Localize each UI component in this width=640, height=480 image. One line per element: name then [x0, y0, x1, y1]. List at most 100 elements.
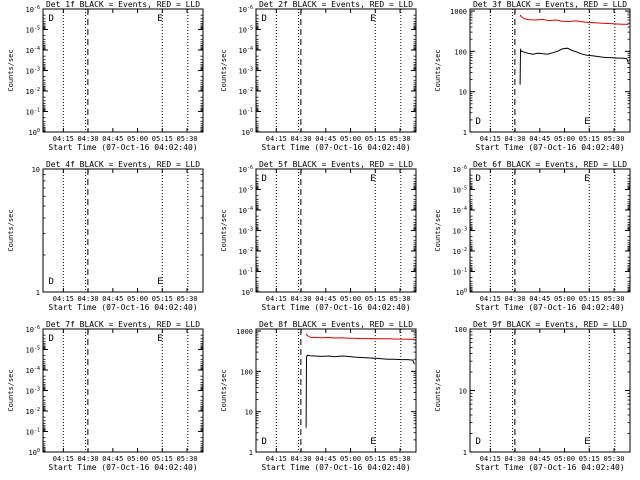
x-tick-label: 05:30 [390, 295, 411, 303]
y-tick-label: 10 [245, 409, 253, 417]
y-axis-label: Counts/sec [7, 369, 15, 411]
y-tick-label: 10-4 [239, 206, 253, 215]
plot-frame [42, 8, 204, 133]
marker-letter: D [475, 174, 480, 184]
y-tick-label: 10-1 [26, 108, 40, 117]
marker-letter: D [475, 117, 480, 127]
marker-letter: D [261, 14, 266, 24]
y-tick-label: 100 [242, 288, 253, 297]
x-tick-label: 04:15 [266, 295, 287, 303]
y-tick-label: 10-5 [26, 346, 40, 355]
panel-title: Det 4f BLACK = Events, RED = LLD [46, 160, 200, 169]
y-axis-label: Counts/sec [434, 369, 442, 411]
plot-frame [469, 168, 631, 293]
panel-det-8: Det 8f BLACK = Events, RED = LLD Counts/s… [220, 320, 417, 472]
x-tick-label: 05:15 [365, 455, 386, 463]
y-tick-label: 10-5 [239, 26, 253, 35]
y-tick-label: 10-6 [239, 5, 253, 14]
plot-frame [255, 168, 417, 293]
y-tick-label: 10-2 [239, 247, 253, 256]
x-tick-label: 04:15 [53, 295, 74, 303]
y-tick-label: 10-3 [239, 67, 253, 76]
panel-det-4: Det 4f BLACK = Events, RED = LLD Counts/s… [7, 160, 204, 312]
panel-title: Det 5f BLACK = Events, RED = LLD [259, 160, 413, 169]
y-axis-label: Counts/sec [434, 209, 442, 251]
series-events-line [519, 47, 629, 85]
panel-det-6: Det 6f BLACK = Events, RED = LLD Counts/s… [434, 160, 631, 312]
panel-det-2: Det 2f BLACK = Events, RED = LLD Counts/s… [220, 0, 417, 152]
panel-det-3: Det 3f BLACK = Events, RED = LLD Counts/s… [434, 0, 631, 152]
x-axis-label: Start Time (07-Oct-16 04:02:40) [48, 303, 197, 312]
x-tick-label: 04:30 [291, 295, 312, 303]
x-tick-label: 05:00 [340, 455, 361, 463]
x-tick-label: 04:45 [102, 135, 123, 143]
x-tick-label: 04:45 [102, 295, 123, 303]
x-tick-label: 04:30 [505, 295, 526, 303]
panel-det-1: Det 1f BLACK = Events, RED = LLD Counts/s… [7, 0, 204, 152]
y-axis-label: Counts/sec [7, 209, 15, 251]
y-tick-label: 10-1 [239, 268, 253, 277]
y-tick-label: 1000 [236, 328, 253, 336]
marker-letter: D [48, 277, 53, 287]
y-tick-label: 10-6 [453, 165, 467, 174]
x-tick-label: 04:30 [291, 135, 312, 143]
y-tick-label: 10-2 [453, 247, 467, 256]
x-axis-label: Start Time (07-Oct-16 04:02:40) [475, 143, 624, 152]
y-axis-label: Counts/sec [220, 49, 228, 91]
y-axis-label: Counts/sec [220, 209, 228, 251]
y-tick-label: 100 [29, 448, 40, 457]
x-axis-label: Start Time (07-Oct-16 04:02:40) [48, 143, 197, 152]
plot-frame [255, 328, 417, 453]
marker-letter: D [48, 14, 53, 24]
x-tick-label: 05:15 [579, 455, 600, 463]
y-tick-label: 10 [32, 166, 40, 174]
y-tick-label: 10-1 [239, 108, 253, 117]
y-tick-label: 10-5 [239, 186, 253, 195]
x-tick-label: 05:00 [127, 455, 148, 463]
x-axis-label: Start Time (07-Oct-16 04:02:40) [48, 463, 197, 472]
panel-title: Det 9f BLACK = Events, RED = LLD [473, 320, 627, 329]
y-tick-label: 10-6 [26, 5, 40, 14]
y-tick-label: 10-2 [26, 87, 40, 96]
marker-letter: D [48, 334, 53, 344]
y-tick-label: 10-6 [26, 325, 40, 334]
marker-letter: E [584, 437, 589, 447]
panel-det-7: Det 7f BLACK = Events, RED = LLD Counts/s… [7, 320, 204, 472]
x-tick-label: 04:30 [78, 455, 99, 463]
x-tick-label: 05:00 [127, 295, 148, 303]
x-tick-label: 04:15 [480, 455, 501, 463]
y-tick-label: 100 [456, 288, 467, 297]
x-axis-label: Start Time (07-Oct-16 04:02:40) [261, 143, 410, 152]
x-tick-label: 04:45 [529, 135, 550, 143]
x-tick-label: 05:30 [390, 135, 411, 143]
x-tick-label: 05:15 [152, 135, 173, 143]
y-tick-label: 1000 [450, 8, 467, 16]
y-tick-label: 10-2 [26, 407, 40, 416]
y-tick-label: 100 [454, 326, 467, 334]
x-tick-label: 05:15 [152, 295, 173, 303]
y-tick-label: 100 [242, 128, 253, 137]
y-tick-label: 10-6 [239, 165, 253, 174]
marker-letter: E [370, 14, 375, 24]
y-tick-label: 10-1 [453, 268, 467, 277]
marker-letter: D [261, 437, 266, 447]
panel-title: Det 6f BLACK = Events, RED = LLD [473, 160, 627, 169]
plot-frame [42, 168, 204, 293]
x-tick-label: 04:45 [315, 135, 336, 143]
y-axis-label: Counts/sec [220, 369, 228, 411]
x-tick-label: 04:15 [53, 455, 74, 463]
plot-frame [469, 8, 631, 133]
x-tick-label: 05:15 [579, 135, 600, 143]
y-tick-label: 10-4 [26, 46, 40, 55]
y-tick-label: 10-3 [26, 67, 40, 76]
x-tick-label: 05:00 [554, 455, 575, 463]
x-tick-label: 05:30 [604, 455, 625, 463]
marker-letter: E [370, 174, 375, 184]
x-tick-label: 05:15 [365, 135, 386, 143]
plot-frame [469, 328, 631, 453]
marker-letter: D [261, 174, 266, 184]
x-tick-label: 04:30 [505, 135, 526, 143]
y-tick-label: 10-5 [26, 26, 40, 35]
x-tick-label: 04:15 [480, 135, 501, 143]
x-tick-label: 04:15 [480, 295, 501, 303]
